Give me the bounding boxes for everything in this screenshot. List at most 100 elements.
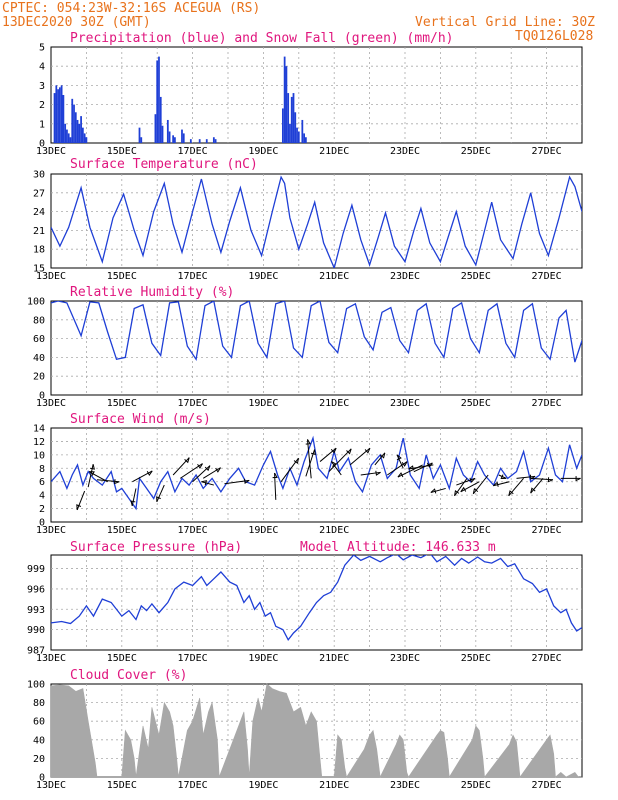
temperature-frame — [50, 173, 583, 269]
precip-bar — [159, 96, 162, 143]
pressure-x-tick-label: 27DEC — [532, 653, 562, 664]
precip-bar — [138, 127, 141, 143]
temperature-y-tick-label: 18 — [33, 245, 45, 256]
precip-y-tick-label: 4 — [39, 62, 45, 73]
pressure-x-tick-label: 19DEC — [248, 653, 278, 664]
wind-y-tick-label: 12 — [33, 437, 45, 448]
temperature-x-tick-label: 25DEC — [461, 271, 491, 282]
header-location: CPTEC: 054:23W-32:16S ACEGUA (RS) — [2, 1, 260, 16]
wind-arrow-shaft — [374, 452, 386, 466]
wind-x-tick-label: 17DEC — [178, 525, 208, 536]
wind-y-tick-label: 2 — [39, 504, 45, 515]
pressure-x-tick-label: 13DEC — [36, 653, 66, 664]
cloud-x-tick-label: 23DEC — [390, 780, 420, 791]
humidity-y-tick-label: 80 — [33, 315, 45, 326]
precip-x-tick-label: 15DEC — [107, 146, 137, 157]
cloud-y-tick-label: 100 — [27, 680, 45, 691]
wind-arrow-head — [493, 481, 499, 487]
wind-arrow-head — [508, 490, 514, 496]
wind-arrow-head — [397, 472, 404, 478]
wind-y-tick-label: 6 — [39, 477, 45, 488]
precip-y-tick-label: 5 — [39, 43, 45, 54]
wind-series-line — [51, 435, 582, 511]
humidity-x-tick-label: 17DEC — [178, 398, 208, 409]
precip-bar — [174, 137, 176, 143]
precip-bar — [161, 125, 164, 143]
pressure-x-tick-label: 15DEC — [107, 653, 137, 664]
wind-arrow-head — [204, 465, 211, 472]
wind-arrow-head — [547, 477, 554, 483]
wind-arrow-shaft — [396, 454, 404, 469]
humidity-y-tick-label: 40 — [33, 353, 45, 364]
precip-y-tick-label: 0 — [39, 139, 45, 150]
wind-frame — [50, 427, 583, 523]
pressure-y-tick-label: 990 — [27, 625, 45, 636]
wind-arrow-head — [330, 447, 337, 454]
humidity-title: Relative Humidity (%) — [70, 285, 234, 300]
wind-y-tick-label: 0 — [39, 518, 45, 529]
precip-bar — [154, 114, 157, 143]
wind-arrow-head — [201, 480, 208, 486]
precip-bar — [78, 123, 81, 143]
precip-bar — [294, 112, 297, 143]
wind-arrow-head — [426, 462, 433, 468]
wind-arrow-head — [130, 500, 136, 507]
wind-arrow-shaft — [454, 478, 468, 497]
humidity-x-tick-label: 13DEC — [36, 398, 66, 409]
wind-arrow-head — [156, 496, 161, 502]
wind-arrow-head — [272, 472, 278, 479]
wind-arrow-shaft — [460, 481, 480, 493]
precip-y-tick-label: 2 — [39, 100, 45, 111]
humidity-series-line — [51, 301, 582, 363]
wind-arrow-shaft — [306, 439, 312, 479]
wind-y-tick-label: 4 — [39, 491, 45, 502]
wind-arrow-shaft — [349, 447, 371, 466]
precip-bar — [301, 119, 304, 143]
wind-arrow-head — [472, 488, 479, 494]
humidity-x-tick-label: 15DEC — [107, 398, 137, 409]
humidity-x-tick-label: 23DEC — [390, 398, 420, 409]
cloud-y-tick-label: 40 — [33, 735, 45, 746]
temperature-y-tick-label: 15 — [33, 264, 45, 275]
wind-y-tick-label: 10 — [33, 450, 45, 461]
pressure-subtitle: Model Altitude: 146.633 m — [300, 540, 496, 555]
temperature-y-tick-label: 27 — [33, 188, 45, 199]
pressure-title: Surface Pressure (hPa) — [70, 540, 242, 555]
precip-bar — [156, 60, 159, 143]
wind-arrow-head — [430, 488, 437, 494]
temperature-x-tick-label: 27DEC — [532, 271, 562, 282]
wind-x-tick-label: 19DEC — [248, 525, 278, 536]
temperature-x-tick-label: 19DEC — [248, 271, 278, 282]
temperature-y-tick-label: 24 — [33, 207, 45, 218]
wind-arrow-shaft — [87, 464, 94, 488]
pressure-x-tick-label: 23DEC — [390, 653, 420, 664]
precip-bar — [281, 108, 284, 143]
precip-bar — [73, 104, 75, 143]
humidity-y-tick-label: 0 — [39, 391, 45, 402]
wind-arrow-shaft — [319, 447, 337, 462]
wind-x-tick-label: 15DEC — [107, 525, 137, 536]
wind-arrow-shaft — [330, 461, 342, 476]
precip-x-tick-label: 19DEC — [248, 146, 278, 157]
precip-bar — [158, 56, 160, 143]
precip-x-tick-label: 13DEC — [36, 146, 66, 157]
pressure-frame — [50, 554, 583, 651]
humidity-frame — [50, 300, 583, 396]
precip-bar — [189, 139, 192, 143]
temperature-x-tick-label: 17DEC — [178, 271, 208, 282]
header-date: 13DEC2020 30Z (GMT) — [2, 15, 151, 30]
wind-arrow-shaft — [530, 477, 554, 481]
precip-bar — [182, 133, 185, 143]
humidity-y-tick-label: 100 — [27, 297, 45, 308]
precip-bar — [140, 137, 143, 143]
wind-arrow-head — [408, 465, 414, 471]
wind-arrow-head — [197, 463, 203, 469]
wind-arrow-head — [146, 470, 153, 476]
wind-arrow-head — [215, 467, 221, 473]
wind-arrow-head — [310, 449, 316, 456]
precip-bar — [71, 98, 74, 143]
cloud-y-tick-label: 80 — [33, 698, 45, 709]
wind-arrow-shaft — [202, 467, 221, 479]
temperature-y-tick-label: 30 — [33, 170, 45, 181]
wind-arrow-head — [401, 461, 408, 467]
